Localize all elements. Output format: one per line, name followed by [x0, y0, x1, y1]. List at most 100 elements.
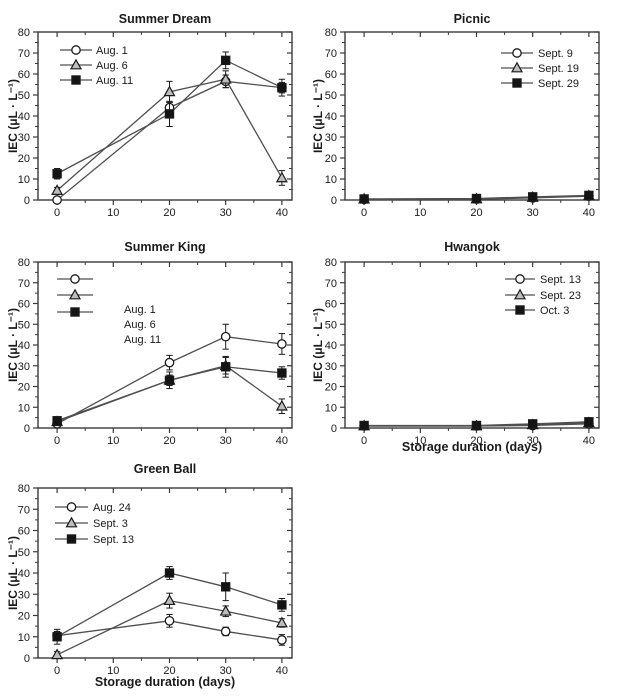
svg-text:50: 50: [325, 90, 337, 102]
svg-text:20: 20: [163, 435, 175, 447]
svg-text:80: 80: [325, 27, 337, 39]
svg-text:40: 40: [276, 207, 288, 219]
svg-text:30: 30: [220, 665, 232, 677]
svg-text:20: 20: [470, 207, 482, 219]
svg-text:0: 0: [24, 423, 30, 435]
svg-text:80: 80: [18, 27, 30, 39]
y-axis-label-summer-dream: IEC (μL · L⁻¹): [6, 78, 20, 154]
svg-text:30: 30: [220, 435, 232, 447]
svg-text:10: 10: [325, 402, 337, 414]
svg-text:0: 0: [331, 423, 337, 435]
svg-text:0: 0: [24, 195, 30, 207]
svg-text:10: 10: [18, 402, 30, 414]
chart-panel-hwangok: 0 10 20 30 40 0 10 20 30 40 50 60 70 80 Sept. 13 Sept. …: [305, 235, 625, 455]
svg-text:10: 10: [325, 174, 337, 186]
svg-text:Aug. 1: Aug. 1: [96, 45, 128, 57]
svg-text:80: 80: [18, 257, 30, 269]
svg-text:Oct. 3: Oct. 3: [540, 305, 569, 317]
svg-text:20: 20: [470, 435, 482, 447]
svg-text:30: 30: [18, 132, 30, 144]
svg-text:40: 40: [276, 435, 288, 447]
svg-text:40: 40: [276, 665, 288, 677]
picnic-plot: 0 10 20 30 40 0 10 20 30 40 50 60 70 80 Sept. 9 Sept. 1…: [325, 27, 600, 219]
svg-text:20: 20: [163, 207, 175, 219]
svg-text:30: 30: [527, 435, 539, 447]
svg-text:20: 20: [18, 611, 30, 623]
svg-text:40: 40: [325, 111, 337, 123]
svg-text:50: 50: [18, 90, 30, 102]
svg-text:0: 0: [54, 207, 60, 219]
svg-text:40: 40: [18, 568, 30, 580]
svg-text:30: 30: [18, 589, 30, 601]
svg-text:70: 70: [325, 48, 337, 60]
svg-text:30: 30: [18, 361, 30, 373]
svg-text:20: 20: [325, 382, 337, 394]
svg-text:Sept. 13: Sept. 13: [540, 274, 581, 286]
svg-text:0: 0: [54, 435, 60, 447]
svg-text:0: 0: [331, 195, 337, 207]
svg-text:70: 70: [325, 278, 337, 290]
svg-text:20: 20: [163, 665, 175, 677]
svg-text:Aug. 1: Aug. 1: [124, 304, 156, 316]
svg-text:50: 50: [18, 319, 30, 331]
svg-text:80: 80: [18, 483, 30, 495]
y-axis-label-green-ball: IEC (μL · L⁻¹): [6, 535, 20, 611]
x-axis-label-green-ball: Storage duration (days): [94, 675, 236, 689]
svg-text:10: 10: [18, 632, 30, 644]
svg-text:Aug. 11: Aug. 11: [124, 334, 161, 346]
svg-text:40: 40: [583, 207, 595, 219]
svg-text:40: 40: [18, 111, 30, 123]
svg-text:Aug. 6: Aug. 6: [124, 319, 156, 331]
svg-text:Sept. 19: Sept. 19: [538, 63, 579, 75]
y-axis-label-picnic: IEC (μL · L⁻¹): [311, 78, 325, 154]
svg-text:Aug. 24: Aug. 24: [93, 502, 131, 514]
svg-text:50: 50: [18, 547, 30, 559]
chart-panel-summer-king: 0 10 20 30 40 0 10 20 30 40 50 60 70 80 Aug. 1 Aug. 6 Au…: [0, 235, 305, 455]
svg-text:40: 40: [583, 435, 595, 447]
chart-panel-summer-dream: 0 10 20 30 40 0 10 20 30 40 50 60 70 80 Aug. 1 Aug. 6 Au…: [0, 0, 305, 232]
y-axis-label-summer-king: IEC (μL · L⁻¹): [6, 307, 20, 383]
svg-text:Aug. 6: Aug. 6: [96, 60, 128, 72]
svg-text:50: 50: [325, 319, 337, 331]
svg-text:40: 40: [325, 340, 337, 352]
svg-text:10: 10: [107, 207, 119, 219]
svg-text:0: 0: [54, 665, 60, 677]
svg-text:10: 10: [107, 665, 119, 677]
chart-title-picnic: Picnic: [453, 12, 491, 26]
svg-text:70: 70: [18, 504, 30, 516]
summer-king-plot: 0 10 20 30 40 0 10 20 30 40 50 60 70 80 Aug. 1 Aug. 6 Au…: [18, 257, 293, 447]
green-ball-plot: 0 10 20 30 40 0 10 20 30 40 50 60 70 80 Aug. 24 Sept. 3…: [18, 483, 293, 677]
svg-text:Sept. 3: Sept. 3: [93, 518, 128, 530]
svg-text:30: 30: [220, 207, 232, 219]
svg-text:30: 30: [527, 207, 539, 219]
svg-text:Sept. 23: Sept. 23: [540, 290, 581, 302]
svg-text:70: 70: [18, 278, 30, 290]
chart-panel-picnic: 0 10 20 30 40 0 10 20 30 40 50 60 70 80 Sept. 9 Sept. 1…: [305, 0, 625, 232]
svg-text:10: 10: [414, 207, 426, 219]
svg-text:0: 0: [24, 653, 30, 665]
svg-text:Sept. 9: Sept. 9: [538, 48, 573, 60]
svg-text:Sept. 29: Sept. 29: [538, 78, 579, 90]
svg-text:20: 20: [18, 153, 30, 165]
svg-text:70: 70: [18, 48, 30, 60]
svg-text:30: 30: [325, 132, 337, 144]
hwangok-plot: 0 10 20 30 40 0 10 20 30 40 50 60 70 80 Sept. 13 Sept. …: [325, 257, 600, 447]
svg-text:30: 30: [325, 361, 337, 373]
svg-text:Aug. 11: Aug. 11: [96, 75, 133, 87]
svg-text:80: 80: [325, 257, 337, 269]
svg-text:60: 60: [325, 69, 337, 81]
svg-text:Sept. 13: Sept. 13: [93, 534, 134, 546]
svg-text:10: 10: [18, 174, 30, 186]
chart-title-green-ball: Green Ball: [133, 462, 197, 476]
svg-text:20: 20: [18, 382, 30, 394]
svg-text:0: 0: [361, 435, 367, 447]
svg-text:60: 60: [18, 299, 30, 311]
chart-title-summer-dream: Summer Dream: [118, 12, 212, 26]
svg-text:20: 20: [325, 153, 337, 165]
svg-text:60: 60: [18, 526, 30, 538]
summer-dream-plot: 0 10 20 30 40 0 10 20 30 40 50 60 70 80 Aug. 1 Aug. 6 Au…: [18, 27, 293, 219]
svg-text:10: 10: [414, 435, 426, 447]
chart-panel-green-ball: 0 10 20 30 40 0 10 20 30 40 50 60 70 80 Aug. 24 Sept. 3…: [0, 455, 305, 699]
y-axis-label-hwangok: IEC (μL · L⁻¹): [311, 307, 325, 383]
